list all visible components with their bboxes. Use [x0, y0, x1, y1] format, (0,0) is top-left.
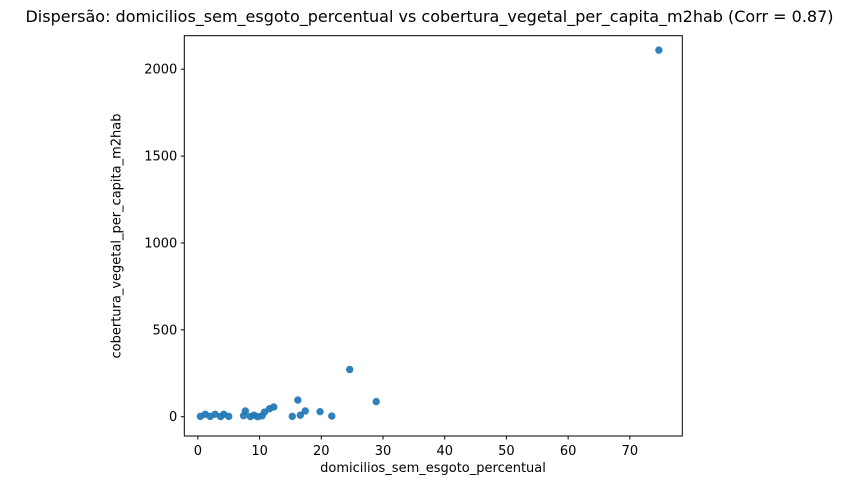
scatter-point [345, 365, 354, 374]
scatter-point [288, 412, 296, 421]
scatter-point [270, 403, 278, 411]
x-tick-label: 70 [622, 444, 639, 459]
x-tick-label: 10 [251, 444, 268, 459]
y-axis-label: cobertura_vegetal_per_capita_m2hab [109, 113, 125, 359]
x-axis-label: domicilios_sem_esgoto_percentual [320, 461, 546, 476]
scatter-point [655, 46, 663, 54]
scatter-point [294, 396, 302, 404]
scatter-point [328, 412, 336, 420]
scatter-point [296, 411, 305, 419]
x-tick-label: 60 [560, 444, 577, 459]
x-tick-label: 50 [498, 444, 515, 459]
chart-title: Dispersão: domicilios_sem_esgoto_percent… [25, 7, 834, 26]
x-tick-label: 30 [375, 444, 392, 459]
scatter-point [316, 407, 324, 416]
scatter-point [225, 412, 233, 421]
scatter-point [372, 397, 380, 406]
x-tick-label: 0 [194, 444, 202, 459]
plot-frame [183, 35, 683, 437]
x-tick-label: 20 [313, 444, 330, 459]
y-tick-label: 0 [169, 410, 177, 425]
x-tick-label: 40 [436, 444, 453, 459]
y-tick-label: 1500 [144, 150, 177, 165]
y-tick-label: 500 [152, 323, 177, 338]
scatter-point [301, 407, 309, 415]
scatter-point [241, 407, 250, 415]
y-tick-label: 2000 [144, 63, 177, 78]
scatter-point [211, 410, 219, 418]
y-tick-label: 1000 [144, 236, 177, 251]
